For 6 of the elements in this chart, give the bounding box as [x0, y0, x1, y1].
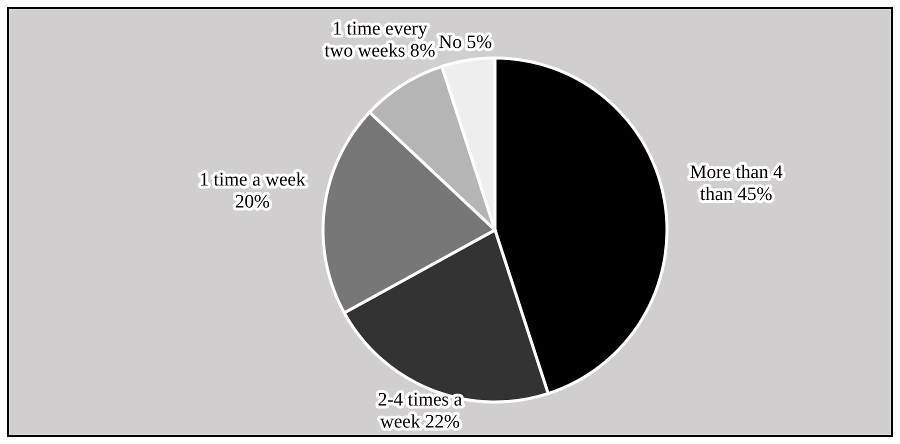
slice-label: 2-4 times a week 22% [378, 390, 463, 433]
data-label: 20% [235, 191, 270, 212]
slice-label: 1 time every two weeks 8% [324, 18, 436, 62]
slice-label: 1 time a week [199, 169, 306, 190]
slice-label: No 5% [438, 32, 492, 54]
slice-label: More than 4 than 45% [690, 162, 784, 205]
